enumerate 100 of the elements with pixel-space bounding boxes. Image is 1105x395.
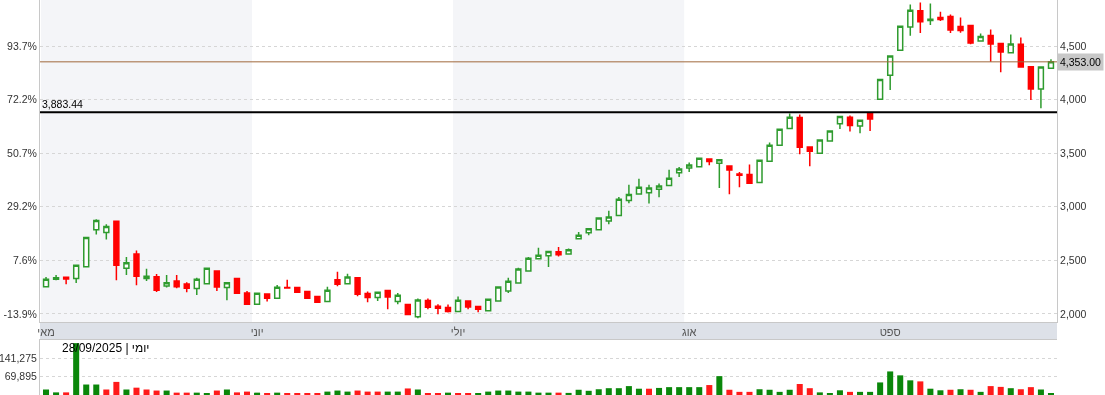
bar [605, 388, 612, 395]
bar [796, 384, 803, 395]
bar [917, 381, 924, 395]
candlestick [1017, 36, 1025, 68]
bar [836, 390, 843, 395]
candlestick [62, 276, 70, 286]
candlestick [947, 13, 954, 34]
bar [656, 387, 663, 395]
y-tick-label: 4,500 [1060, 39, 1087, 52]
bar [615, 388, 622, 395]
candlestick [736, 171, 743, 189]
candlestick [193, 276, 200, 296]
candlestick [243, 290, 251, 305]
bar [756, 389, 763, 395]
candlestick [655, 182, 663, 199]
candlestick [1027, 65, 1035, 101]
candlestick [615, 196, 623, 217]
candlestick [83, 236, 90, 268]
candlestick [977, 32, 984, 43]
x-tick-label: אוג [681, 326, 697, 339]
candlestick [434, 303, 442, 315]
bar [404, 388, 411, 395]
candlestick [746, 163, 753, 184]
bar [897, 375, 904, 395]
bar [1037, 389, 1044, 395]
bar [83, 384, 90, 395]
bar [635, 388, 642, 395]
candlestick [153, 273, 160, 293]
bar [645, 388, 653, 395]
ref-line-label: 3,883.44 [42, 98, 84, 110]
bar [374, 391, 381, 395]
bar [123, 389, 130, 395]
bar [867, 391, 874, 395]
candlestick [917, 1, 924, 34]
x-tick-label: ספט [879, 326, 901, 339]
bar [746, 391, 753, 395]
candlestick [163, 274, 170, 289]
y-tick-label: 2,500 [1060, 254, 1087, 267]
candlestick [645, 183, 653, 205]
bar [565, 392, 572, 395]
candlestick [806, 145, 813, 167]
candlestick [324, 285, 331, 303]
candlestick [836, 115, 844, 130]
bar [706, 385, 713, 395]
bar [887, 371, 894, 395]
y2-tick-label: 7.6% [12, 254, 37, 267]
candlestick [907, 3, 914, 37]
candlestick [987, 28, 994, 63]
bar [103, 389, 110, 395]
candlestick [766, 141, 773, 163]
candlestick [856, 119, 864, 135]
bar [776, 391, 783, 395]
bar [133, 387, 140, 395]
candlestick [937, 11, 944, 22]
y2-tick-label: 72.2% [7, 93, 37, 106]
candlestick [474, 305, 482, 313]
bar [43, 389, 50, 395]
candlestick [816, 139, 824, 155]
candlestick [756, 159, 763, 184]
bar [53, 392, 60, 395]
bar [545, 392, 552, 395]
y2-tick-label: 93.7% [7, 39, 37, 52]
candlestick [535, 246, 542, 260]
candlestick [314, 295, 321, 303]
bar [766, 389, 773, 395]
bar [957, 389, 964, 395]
candlestick [354, 276, 361, 298]
bar [143, 389, 150, 395]
bar [686, 387, 693, 395]
candlestick [886, 54, 894, 91]
candlestick [605, 209, 613, 226]
candlestick [565, 247, 572, 256]
bar [595, 389, 602, 395]
candlestick [595, 216, 602, 231]
candlestick [464, 300, 472, 310]
bar [846, 391, 853, 395]
candlestick [213, 270, 221, 292]
y-tick-label: 2,000 [1060, 307, 1087, 320]
candlestick [143, 267, 150, 282]
bar [696, 387, 703, 395]
bar [716, 376, 723, 395]
candlestick [495, 286, 502, 302]
y-tick-label: 69,895 [4, 370, 38, 383]
bar [736, 391, 743, 395]
candlestick [957, 16, 964, 34]
candlestick [93, 218, 100, 236]
candlestick [635, 177, 643, 196]
bar [997, 386, 1004, 395]
candlestick [706, 157, 713, 166]
candlestick [515, 266, 522, 284]
y-tick-label: 3,000 [1060, 200, 1087, 213]
bar [947, 389, 954, 395]
bar [585, 390, 592, 395]
candlestick [103, 223, 110, 241]
candlestick [364, 290, 371, 303]
bar [93, 384, 100, 395]
candlestick [846, 114, 854, 133]
bar [676, 387, 683, 395]
bar [666, 387, 673, 395]
candlestick [585, 227, 592, 237]
